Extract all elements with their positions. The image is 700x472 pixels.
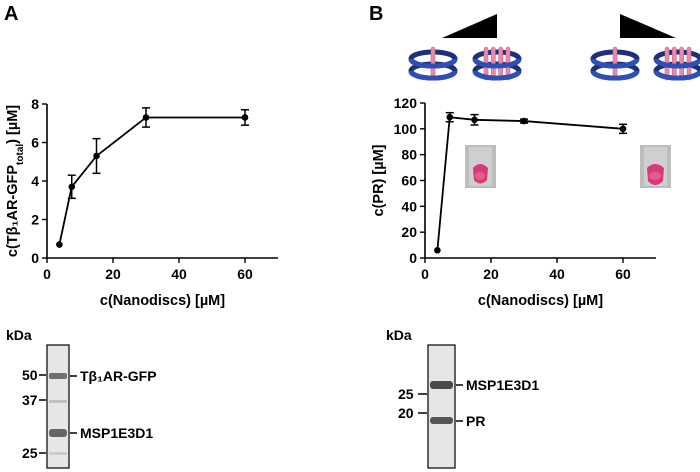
gel-a-kda-label: kDa	[6, 327, 32, 343]
chart-b-data-point	[434, 246, 441, 254]
gel-b-marker-20: 20	[398, 405, 414, 421]
chart-a-y-tick-label: 0	[31, 250, 39, 266]
chart-b-x-tick-label: 0	[421, 266, 429, 282]
tube-photo-right	[640, 145, 671, 188]
chart-a-x-tick-label: 60	[237, 266, 253, 282]
gel-b-band-2	[430, 417, 453, 424]
gel-b-band-label-1: MSP1E3D1	[466, 377, 539, 393]
gel-a: kDa 50 37 25 Tβ₁AR-GFP MSP1E3D1	[6, 327, 157, 469]
chart-b-y-tick-label: 100	[394, 121, 418, 137]
nanodisc-single-protein-1	[408, 46, 458, 81]
gel-b-band-label-2: PR	[466, 413, 485, 429]
nanodisc-multi-protein-2	[653, 46, 700, 81]
chart-a-data-point	[241, 114, 249, 121]
gel-a-band-label-1: Tβ₁AR-GFP	[80, 368, 157, 384]
gel-a-marker-50: 50	[22, 367, 38, 383]
chart-a-y-tick-label: 8	[31, 96, 39, 112]
gel-b-marker-25: 25	[398, 386, 414, 402]
gel-b-lane	[427, 344, 456, 469]
chart-a-x-tick-label: 40	[171, 266, 187, 282]
chart-b-y-tick-label: 60	[401, 173, 417, 189]
chart-a-data-point	[68, 183, 76, 191]
chart-a-y-tick-label: 6	[31, 135, 39, 151]
chart-b-y-axis-label: c(PR) [µM]	[371, 144, 387, 216]
nanodisc-single-protein-2	[590, 46, 640, 81]
chart-a-data-point	[56, 241, 63, 248]
chart-b-x-tick-label: 20	[483, 266, 499, 282]
nanodisc-illustrations	[408, 46, 700, 81]
chart-b-x-tick-label: 60	[615, 266, 631, 282]
gel-a-marker-37: 37	[22, 392, 38, 408]
tube-photo-left	[465, 145, 496, 188]
chart-b-y-tick-label: 80	[401, 147, 417, 163]
panel-b-letter: B	[369, 3, 383, 25]
chart-b-x-tick-label: 40	[549, 266, 565, 282]
chart-a-data-point	[142, 114, 150, 121]
chart-a-y-tick-label: 4	[31, 173, 39, 189]
gel-a-lane	[46, 344, 70, 469]
chart-b-x-axis-label: c(Nanodiscs) [µM]	[478, 293, 603, 309]
concentration-gradient-increasing	[442, 14, 497, 38]
gel-b-kda-label: kDa	[386, 327, 412, 343]
gel-a-band-label-2: MSP1E3D1	[80, 425, 153, 441]
chart-a-y-tick-label: 2	[31, 212, 39, 228]
gel-b: kDa 25 20 MSP1E3D1 PR	[386, 327, 539, 469]
chart-a-x-axis-label: c(Nanodiscs) [µM]	[100, 293, 225, 309]
chart-a-y-axis-label: c(Tβ₁AR-GFPtotal) [µM]	[5, 105, 26, 257]
chart-b-data-point	[446, 113, 454, 121]
panel-a-letter: A	[4, 3, 18, 25]
chart-a-data-point	[93, 152, 100, 160]
chart-b-y-tick-label: 0	[409, 250, 417, 266]
chart-b-data-point	[471, 116, 478, 124]
chart-a-series-line	[58, 116, 245, 245]
chart-b-data-point	[520, 117, 528, 125]
chart-b-y-tick-label: 20	[401, 224, 417, 240]
chart-b-y-tick-label: 120	[394, 95, 418, 111]
gel-b-band-1	[430, 381, 453, 389]
chart-b: 0 20 40 60 80 100 120 0 20 40 60 c(Nanodiscs) [µM] c…	[371, 95, 656, 309]
chart-a-x-tick-label: 20	[105, 266, 121, 282]
chart-a-x-tick-label: 0	[43, 266, 51, 282]
nanodisc-multi-protein-1	[472, 46, 522, 81]
chart-b-y-tick-label: 40	[401, 198, 417, 214]
concentration-gradient-decreasing	[620, 14, 676, 38]
gel-a-band-1	[49, 373, 67, 379]
chart-b-data-point	[619, 125, 627, 133]
gel-a-band-2	[49, 429, 67, 437]
chart-a: 0 2 4 6 8 0 20 40 60 c(Nanodiscs) [µM] c(Tβ₁AR-GFP…	[5, 96, 278, 309]
gel-a-marker-25: 25	[22, 445, 38, 461]
